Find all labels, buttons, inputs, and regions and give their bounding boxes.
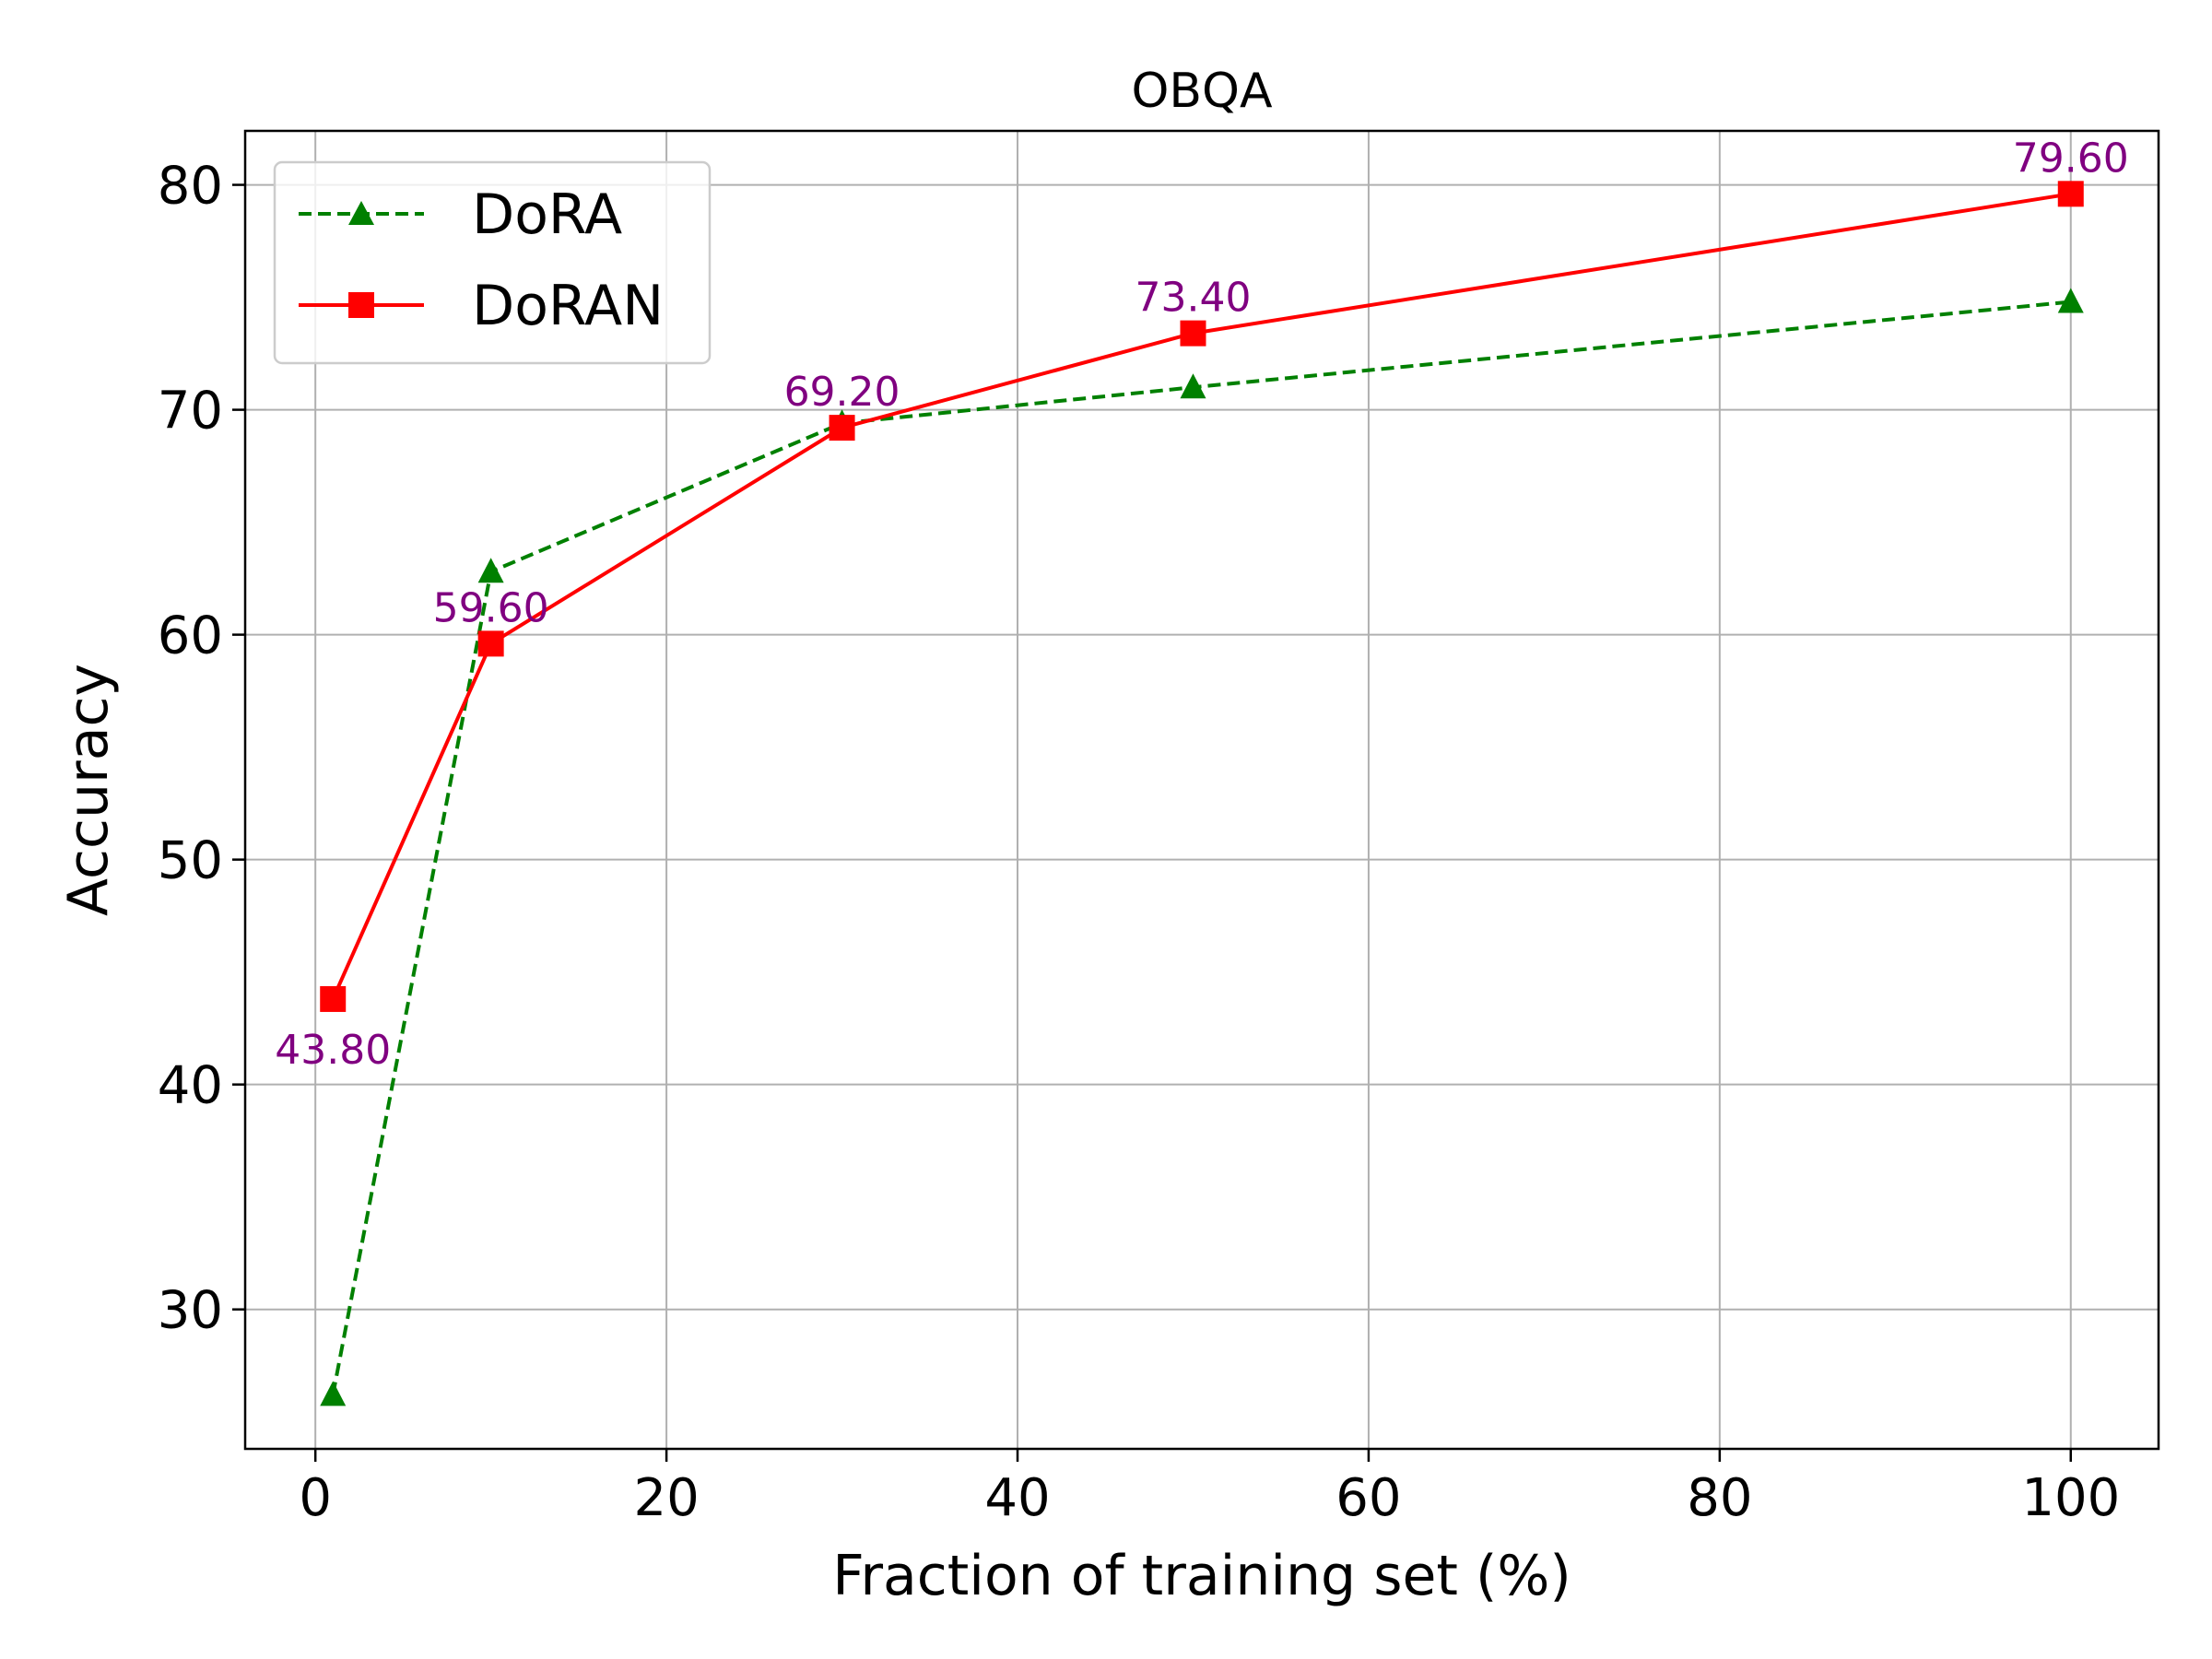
data-point-doran [829,415,855,441]
tick-layer: 0 20 40 60 80 100 30 40 50 60 70 80 [158,157,2120,1528]
x-tick-label: 20 [633,1468,699,1528]
data-point-dora [1180,373,1206,399]
data-point-dora [2057,288,2084,313]
data-point-doran [477,630,504,657]
data-point-doran [1180,320,1206,347]
data-label: 73.40 [1135,275,1251,322]
data-label: 69.20 [784,369,900,416]
legend-label-doran: DoRAN [472,274,664,338]
x-tick-label: 100 [2021,1468,2120,1528]
x-tick-label: 0 [299,1468,332,1528]
legend-swatch-doran-marker [348,292,374,318]
legend: DoRA DoRAN [273,160,712,365]
x-tick-label: 40 [984,1468,1050,1528]
legend-swatch-dora-marker [348,201,374,225]
y-tick-label: 40 [158,1056,223,1116]
series-layer [320,181,2084,1406]
chart-title: OBQA [1131,64,1273,119]
series-doran [320,181,2084,1012]
x-tick-label: 80 [1687,1468,1752,1528]
y-tick-label: 30 [158,1281,223,1341]
data-point-dora [320,1381,347,1406]
data-point-doran [320,985,347,1012]
x-tick-label: 60 [1335,1468,1401,1528]
annotation-layer: 43.80 59.60 69.20 73.40 79.60 [275,135,2129,1074]
x-axis-label: Fraction of training set (%) [832,1544,1571,1608]
data-point-dora [477,558,504,583]
y-tick-label: 60 [158,606,223,666]
y-axis-label: Accuracy [56,664,121,916]
legend-item-doran: DoRAN [299,274,664,338]
legend-label-dora: DoRA [472,182,622,247]
grid [245,131,2159,1449]
data-point-doran [2057,181,2084,207]
data-label: 59.60 [433,584,549,631]
data-label: 43.80 [275,1027,391,1074]
legend-item-dora: DoRA [299,182,622,247]
y-tick-label: 70 [158,382,223,441]
plot-frame [243,129,2160,1451]
y-tick-label: 80 [158,157,223,217]
y-tick-label: 50 [158,831,223,891]
data-label: 79.60 [2013,135,2129,182]
